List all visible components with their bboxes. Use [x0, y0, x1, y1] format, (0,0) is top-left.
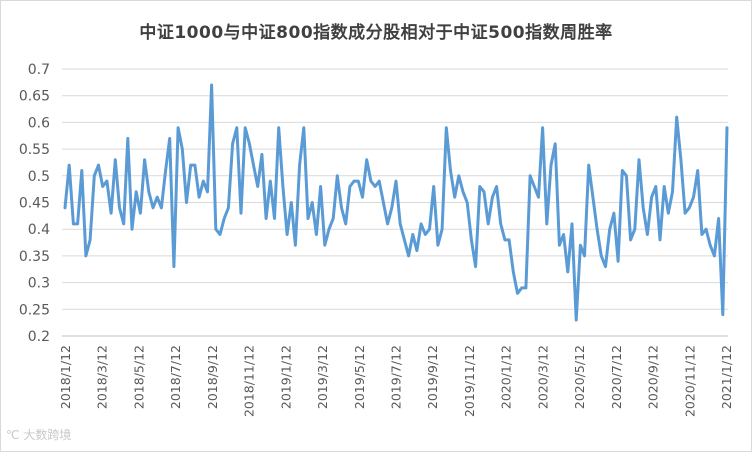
watermark: ℃ 大数跨境	[6, 426, 71, 443]
y-axis-tick-labels: 0.2 0.25 0.3 0.35 0.4 0.45 0.5 0.55 0.6 0.65 0.7	[19, 62, 50, 345]
series	[63, 83, 729, 322]
y-tick-label: 0.6	[28, 115, 50, 131]
x-tick-label: 2019/1/12	[278, 345, 293, 409]
x-tick-label: 2020/11/12	[682, 345, 697, 417]
x-tick-label: 2018/5/12	[131, 345, 146, 409]
watermark-logo-icon: ℃	[6, 428, 20, 442]
x-tick-label: 2020/7/12	[609, 345, 624, 409]
x-tick-label: 2020/3/12	[535, 345, 550, 409]
x-tick-label: 2020/5/12	[572, 345, 587, 409]
x-tick-label: 2019/3/12	[315, 345, 330, 409]
y-tick-label: 0.4	[28, 222, 50, 238]
y-tick-label: 0.45	[19, 196, 50, 212]
x-axis-tick-labels: 2018/1/12 2018/3/12 2018/5/12 2018/7/12 2018…	[58, 345, 734, 417]
series-line	[63, 83, 729, 322]
x-tick-label: 2018/7/12	[168, 345, 183, 409]
y-tick-label: 0.5	[28, 169, 50, 185]
y-tick-label: 0.25	[19, 302, 50, 318]
x-tick-label: 2018/3/12	[95, 345, 110, 409]
x-tick-label: 2018/9/12	[205, 345, 220, 409]
x-tick-label: 2019/7/12	[389, 345, 404, 409]
y-tick-label: 0.3	[28, 276, 50, 292]
x-tick-label: 2020/1/12	[499, 345, 514, 409]
x-tick-label: 2021/1/12	[719, 345, 734, 409]
x-tick-label: 2019/9/12	[425, 345, 440, 409]
y-tick-label: 0.2	[28, 329, 50, 345]
y-tick-label: 0.35	[19, 249, 50, 265]
x-tick-label: 2019/11/12	[462, 345, 477, 417]
x-tick-label: 2018/1/12	[58, 345, 73, 409]
y-tick-label: 0.7	[28, 62, 50, 78]
watermark-text: 大数跨境	[23, 428, 72, 442]
x-tick-label: 2018/11/12	[242, 345, 257, 417]
y-tick-label: 0.65	[19, 89, 50, 105]
chart-title: 中证1000与中证800指数成分股相对于中证500指数周胜率	[139, 23, 613, 43]
x-tick-label: 2019/5/12	[352, 345, 367, 409]
x-tick-label: 2020/9/12	[646, 345, 661, 409]
y-tick-label: 0.55	[19, 142, 50, 158]
